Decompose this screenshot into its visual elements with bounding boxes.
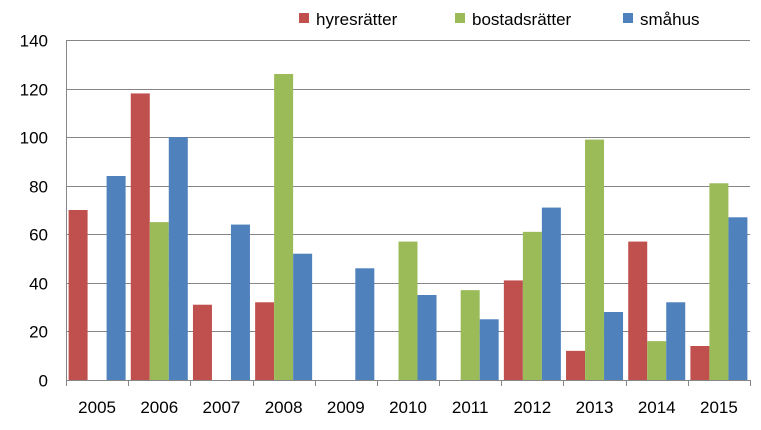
y-tick-label: 80 [29,178,48,197]
bar-smahus-2013 [604,312,624,380]
legend-swatch [455,13,465,23]
y-tick-label: 60 [29,226,48,245]
bar-hyresratter-2014 [628,241,648,380]
legend-swatch [623,13,633,23]
legend-label: hyresrätter [316,10,398,29]
bar-bostadsratter-2011 [460,290,480,380]
bar-smahus-2015 [728,217,748,380]
bar-bostadsratter-2013 [585,139,605,380]
y-tick-label: 40 [29,275,48,294]
bar-smahus-2014 [666,302,686,380]
legend-item-bostadsratter: bostadsrätter [455,10,572,29]
legend-swatch [299,13,309,23]
x-tick-label: 2013 [576,398,614,417]
y-tick-label: 120 [20,81,48,100]
bar-hyresratter-2007 [192,304,212,380]
x-axis-tick-labels: 2005 2006 2007 2008 2009 2010 2011 2012 2013 2014… [78,398,738,417]
bar-bostadsratter-2006 [149,222,169,380]
bar-smahus-2005 [106,176,126,380]
legend-label: småhus [640,10,700,29]
bar-smahus-2006 [168,137,188,380]
x-tick-label: 2015 [700,398,738,417]
legend: hyresrätter bostadsrätter småhus [299,10,700,29]
x-tick-label: 2010 [389,398,427,417]
legend-item-smahus: småhus [623,10,700,29]
bar-smahus-2008 [293,253,313,380]
x-tick-label: 2008 [265,398,303,417]
x-tick-label: 2005 [78,398,116,417]
legend-label: bostadsrätter [472,10,572,29]
bar-bostadsratter-2010 [398,241,418,380]
x-tick-label: 2007 [203,398,241,417]
y-tick-label: 140 [20,32,48,51]
y-tick-label: 0 [39,372,48,391]
bar-hyresratter-2006 [130,93,150,380]
legend-item-hyresratter: hyresrätter [299,10,398,29]
bar-hyresratter-2005 [68,210,88,380]
bars [68,74,748,380]
x-tick-label: 2014 [638,398,676,417]
bar-smahus-2007 [230,224,250,380]
y-axis-tick-labels: 0 20 40 60 80 100 120 140 [20,32,48,391]
bar-smahus-2009 [355,268,375,380]
bar-hyresratter-2015 [690,346,710,380]
bar-smahus-2010 [417,295,437,380]
bar-hyresratter-2012 [503,280,523,380]
bar-smahus-2011 [479,319,499,380]
y-tick-label: 100 [20,129,48,148]
x-tick-label: 2006 [140,398,178,417]
bar-hyresratter-2013 [566,350,586,380]
bar-hyresratter-2008 [255,302,275,380]
bar-bostadsratter-2014 [647,341,667,380]
bar-bostadsratter-2015 [709,183,729,380]
bar-bostadsratter-2012 [522,231,542,380]
y-tick-label: 20 [29,323,48,342]
bar-smahus-2012 [541,207,561,380]
x-tick-label: 2009 [327,398,365,417]
x-tick-label: 2012 [513,398,551,417]
bar-bostadsratter-2008 [274,74,294,380]
axes [66,40,751,386]
x-tick-label: 2011 [452,398,489,417]
